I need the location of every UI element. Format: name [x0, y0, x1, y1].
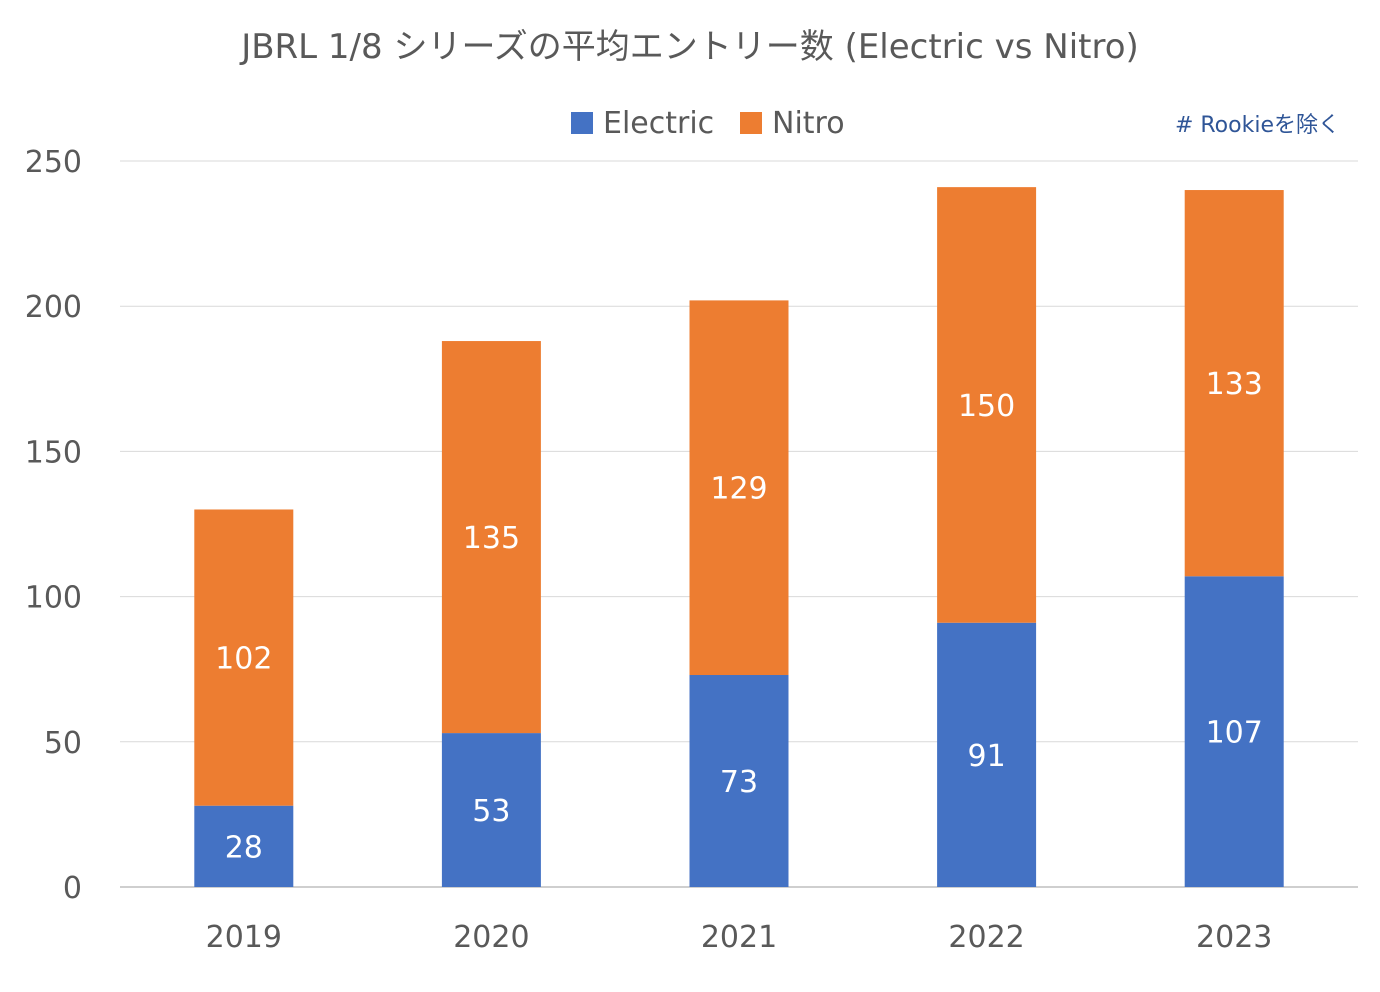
- bar-electric-2021: [689, 675, 789, 887]
- bar-nitro-2019: [194, 509, 294, 806]
- data-label-nitro-2022: 150: [958, 389, 1015, 424]
- legend-swatch-nitro: [740, 112, 762, 134]
- x-tick-label: 2023: [1196, 920, 1272, 955]
- data-label-electric-2021: 73: [720, 765, 758, 800]
- data-labels: 28 102 53 135 73 129 91 150 107 133: [215, 367, 1263, 865]
- bar-nitro-2020: [441, 341, 541, 734]
- data-label-electric-2023: 107: [1206, 716, 1263, 751]
- x-tick-label: 2022: [948, 920, 1024, 955]
- data-label-electric-2020: 53: [472, 794, 510, 829]
- data-label-electric-2022: 91: [968, 739, 1006, 774]
- x-tick-label: 2021: [701, 920, 777, 955]
- chart-title: JBRL 1/8 シリーズの平均エントリー数 (Electric vs Nitr…: [239, 27, 1139, 67]
- y-tick-label: 0: [63, 871, 82, 906]
- y-tick-label: 100: [25, 581, 82, 616]
- bars: [194, 187, 1284, 887]
- bar-electric-2022: [937, 622, 1037, 887]
- bar-nitro-2023: [1184, 190, 1284, 577]
- bar-nitro-2022: [937, 187, 1037, 623]
- legend-swatch-electric: [571, 112, 593, 134]
- y-tick-label: 250: [25, 145, 82, 180]
- bar-nitro-2021: [689, 300, 789, 676]
- legend-label-electric: Electric: [603, 106, 714, 141]
- x-tick-label: 2020: [453, 920, 529, 955]
- y-tick-label: 200: [25, 290, 82, 325]
- y-tick-label: 150: [25, 435, 82, 470]
- x-tick-label: 2019: [206, 920, 282, 955]
- data-label-nitro-2020: 135: [463, 521, 520, 556]
- x-axis: 2019 2020 2021 2022 2023: [206, 920, 1273, 955]
- y-tick-label: 50: [44, 726, 82, 761]
- data-label-electric-2019: 28: [225, 830, 263, 865]
- legend-label-nitro: Nitro: [772, 106, 845, 141]
- y-axis: 0 50 100 150 200 250: [25, 145, 82, 906]
- data-label-nitro-2019: 102: [215, 642, 272, 677]
- legend: Electric Nitro: [571, 106, 845, 141]
- bar-electric-2023: [1184, 576, 1284, 887]
- data-label-nitro-2023: 133: [1206, 367, 1263, 402]
- bar-electric-2019: [194, 805, 294, 887]
- data-label-nitro-2021: 129: [710, 472, 767, 507]
- bar-electric-2020: [441, 733, 541, 887]
- chart-note: # Rookieを除く: [1175, 113, 1340, 138]
